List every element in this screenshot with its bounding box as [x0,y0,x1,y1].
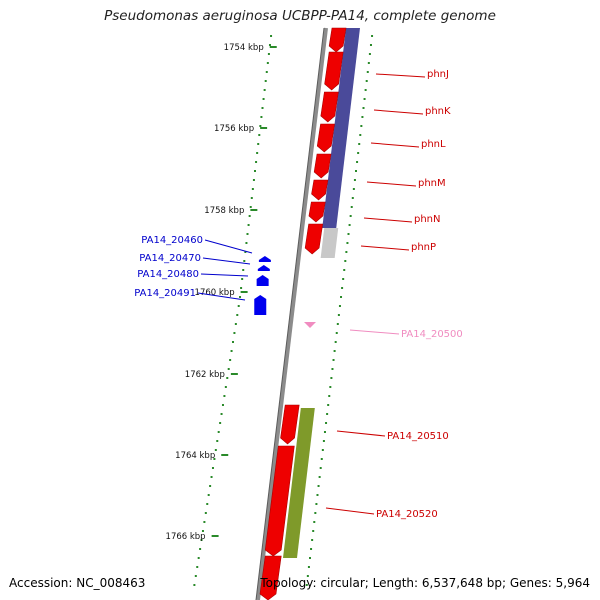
kbp-tick-label: 1766 kbp [166,532,206,542]
pink-gene [304,322,316,328]
gene-label: phnP [411,242,436,253]
gene-label: phnJ [427,69,449,80]
gene-block-4 [316,123,335,153]
gene-label: PA14_20480 [137,269,199,280]
gene-label: phnK [425,106,451,117]
gene-leader-line [204,239,253,254]
topology-label: Topology: circular; Length: 6,537,648 bp… [260,576,590,590]
gene-leader-line [363,217,413,223]
gene-leader-line [360,245,410,251]
gene-leader-line [373,109,424,115]
gene-leader-line [325,507,375,515]
gene-label: phnM [418,178,446,189]
gene-label: PA14_20520 [376,509,438,520]
gene-block-6 [311,179,329,201]
gene-label: PA14_20510 [387,431,449,442]
gene-leader-line [375,73,426,78]
gene-block-2 [324,51,344,91]
gene-block-7 [308,201,326,223]
gene-block-1 [328,27,347,53]
gene-label: PA14_20500 [401,329,463,340]
gene-block-3 [320,91,339,123]
pa14-olive-track [282,408,315,558]
gene-leader-line [336,430,386,437]
kbp-tick-label: 1764 kbp [175,451,215,461]
gene-block-tail [259,555,282,600]
blue-gene-2 [257,265,270,271]
gene-label: PA14_20460 [141,235,203,246]
kbp-tick-label: 1754 kbp [224,43,264,53]
backbone-ring-edge [255,27,325,600]
gene-leader-line [202,257,251,265]
backbone-ring [256,27,328,600]
kbp-tick-label: 1758 kbp [204,206,244,216]
gene-leader-line [366,181,417,187]
phn-purple-track [322,28,360,228]
blue-gene-4 [254,295,267,315]
gene-block-8 [304,223,324,255]
kbp-tick-label: 1760 kbp [195,288,235,298]
blue-gene-1 [258,256,271,262]
map-title: Pseudomonas aeruginosa UCBPP-PA14, compl… [104,8,496,24]
gene-leader-line [370,142,420,148]
gene-block-pa14-20520 [264,445,295,557]
gene-leader-line [349,329,400,335]
gene-leader-line [197,292,246,301]
gene-label: PA14_20491 [134,288,196,299]
gene-label: phnN [414,214,441,225]
gene-label: PA14_20470 [139,253,201,264]
gene-block-5 [313,153,332,179]
kbp-tick-label: 1756 kbp [214,124,254,134]
blue-gene-3 [256,275,269,286]
gene-leader-line [200,273,249,277]
accession-label: Accession: NC_008463 [9,576,146,590]
gene-label: phnL [421,139,446,150]
phn-grey-track [320,228,339,258]
gene-block-pa14-20510 [280,404,300,445]
kbp-tick-label: 1762 kbp [185,370,225,380]
